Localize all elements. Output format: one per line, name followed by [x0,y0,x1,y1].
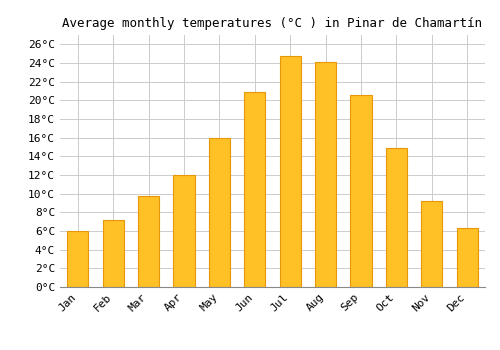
Bar [421,201,442,287]
Bar [67,231,88,287]
Bar [138,196,159,287]
Title: Average monthly temperatures (°C ) in Pinar de Chamartín: Average monthly temperatures (°C ) in Pi… [62,17,482,30]
Bar [280,56,301,287]
Bar [244,92,266,287]
Bar [209,138,230,287]
Bar [174,175,195,287]
Bar [102,220,124,287]
Bar [315,62,336,287]
Bar [456,228,478,287]
Bar [350,95,372,287]
Bar [386,148,407,287]
